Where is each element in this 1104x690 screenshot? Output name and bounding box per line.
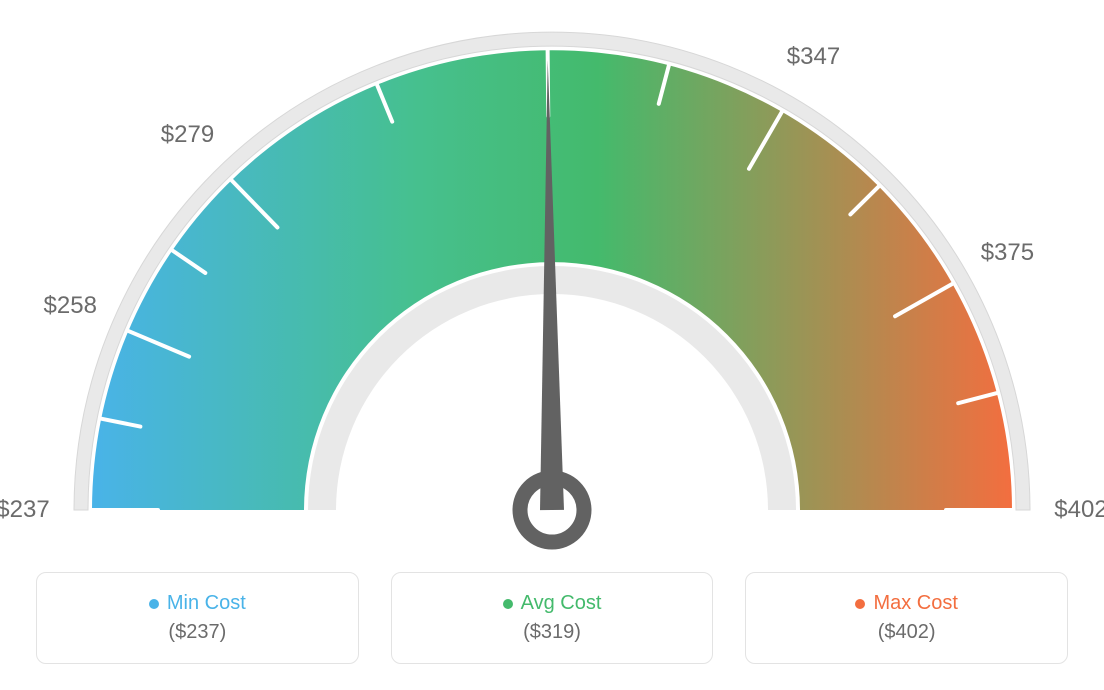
gauge-tick-label: $319	[520, 0, 573, 1]
gauge-tick-label: $402	[1054, 496, 1104, 524]
gauge-chart: $237 $258 $279 $319 $347 $375 $402	[0, 0, 1104, 555]
legend-title-row: Max Cost	[855, 592, 957, 615]
legend-value-avg: ($319)	[523, 621, 581, 644]
gauge-tick-label: $258	[44, 292, 97, 320]
legend-card-max: Max Cost ($402)	[745, 572, 1068, 664]
legend-title-row: Min Cost	[149, 592, 246, 615]
legend-card-min: Min Cost ($237)	[36, 572, 359, 664]
legend-value-max: ($402)	[878, 621, 936, 644]
gauge-tick-label: $237	[0, 496, 50, 524]
legend-dot-avg	[503, 599, 513, 609]
legend-title-max: Max Cost	[873, 592, 957, 615]
legend-title-row: Avg Cost	[503, 592, 602, 615]
legend-value-min: ($237)	[168, 621, 226, 644]
gauge-tick-label: $375	[981, 239, 1034, 267]
legend: Min Cost ($237) Avg Cost ($319) Max Cost…	[36, 572, 1068, 664]
gauge-tick-label: $347	[787, 43, 840, 71]
gauge-tick-label: $279	[161, 121, 214, 149]
legend-title-avg: Avg Cost	[521, 592, 602, 615]
legend-card-avg: Avg Cost ($319)	[391, 572, 714, 664]
legend-dot-max	[855, 599, 865, 609]
legend-title-min: Min Cost	[167, 592, 246, 615]
legend-dot-min	[149, 599, 159, 609]
